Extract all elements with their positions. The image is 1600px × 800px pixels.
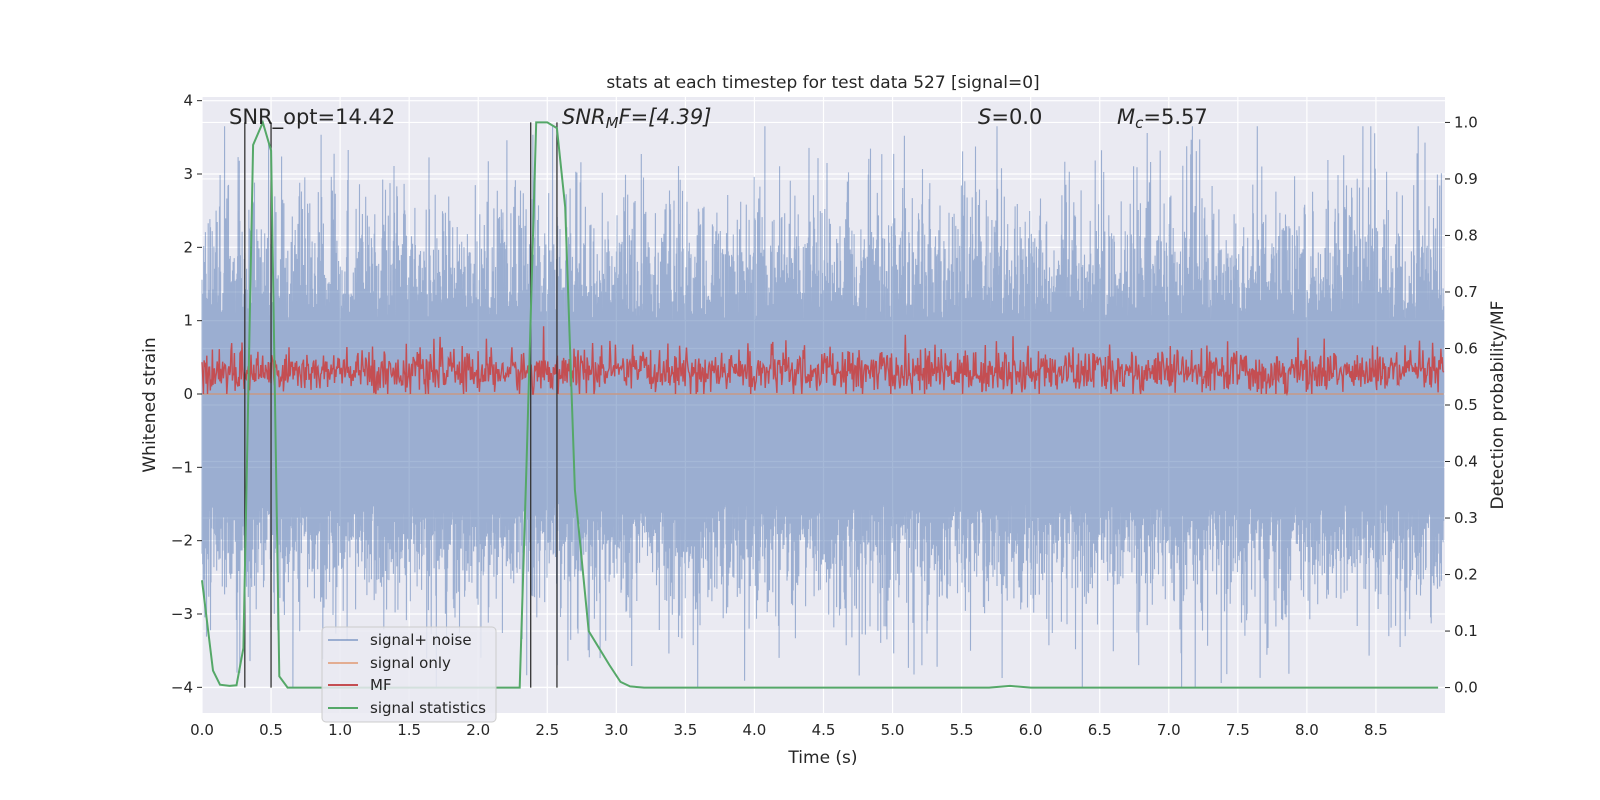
series-signal-statistics xyxy=(201,119,1439,689)
vertical-markers xyxy=(244,122,558,688)
x-tick-label: 6.0 xyxy=(1019,721,1043,739)
y-tick-label: 4 xyxy=(183,92,193,110)
annotation-snr-mf-value: F=[4.39] xyxy=(619,105,712,129)
legend-label-mf: MF xyxy=(370,676,392,694)
legend-box xyxy=(321,626,497,723)
annotation-mc-value: =5.57 xyxy=(1143,105,1207,129)
x-tick-labels: 0.0 0.5 1.0 1.5 2.0 2.5 3.0 3.5 4.0 4.5 5.0 5.5 6.0 6… xyxy=(190,721,1388,739)
legend-label-signal-only: signal only xyxy=(370,654,451,672)
legend: signal+ noise signal only MF signal stat… xyxy=(321,626,497,723)
y-right-tick-label: 1.0 xyxy=(1454,113,1478,131)
x-tick-label: 8.5 xyxy=(1364,721,1388,739)
x-tick-label: 7.5 xyxy=(1226,721,1250,739)
y-right-tick-label: 0.9 xyxy=(1454,170,1478,188)
y-tick-label: 1 xyxy=(183,312,193,330)
series-mf xyxy=(201,326,1445,397)
annotation-s-value: =0.0 xyxy=(991,105,1042,129)
y-right-tick-label: 0.6 xyxy=(1454,339,1478,357)
y-right-tick-label: 0.4 xyxy=(1454,453,1478,471)
x-tick-label: 4.0 xyxy=(743,721,767,739)
y-right-axis-label: Detection probability/MF xyxy=(1488,301,1508,510)
annotation-mc-label: M xyxy=(1117,105,1135,129)
mf-line xyxy=(201,326,1445,397)
x-axis-label: Time (s) xyxy=(787,748,857,768)
y-tick-label: −3 xyxy=(171,605,193,623)
chart-title: stats at each timestep for test data 527… xyxy=(606,73,1039,93)
annotation-snr-mf-sub: M xyxy=(606,114,619,132)
y-right-tick-label: 0.8 xyxy=(1454,226,1478,244)
x-tick-label: 5.5 xyxy=(950,721,974,739)
signal-noise-line xyxy=(201,126,1445,688)
y-tick-label: −4 xyxy=(171,678,193,696)
x-tick-label: 6.5 xyxy=(1088,721,1112,739)
x-tick-label: 0.5 xyxy=(259,721,283,739)
annotation-snr-mf: SNRMF=[4.39] xyxy=(562,105,711,132)
x-tick-label: 3.5 xyxy=(673,721,697,739)
x-tick-label: 5.0 xyxy=(881,721,905,739)
y-right-tick-label: 0.0 xyxy=(1454,679,1478,697)
legend-label-signal-statistics: signal statistics xyxy=(370,699,486,717)
y-tick-label: 3 xyxy=(183,165,193,183)
series-signal-noise xyxy=(201,126,1445,688)
annotation-mc-sub: c xyxy=(1135,114,1144,132)
y-tick-label: −2 xyxy=(171,532,193,550)
x-tick-label: 2.5 xyxy=(535,721,559,739)
y-right-tick-label: 0.7 xyxy=(1454,283,1478,301)
x-tick-label: 0.0 xyxy=(190,721,214,739)
x-tick-label: 8.0 xyxy=(1295,721,1319,739)
annotation-snr-opt: SNR_opt=14.42 xyxy=(229,105,395,130)
annotation-mc: Mc=5.57 xyxy=(1117,105,1208,132)
annotation-s: S=0.0 xyxy=(978,105,1042,129)
annotation-s-label: S xyxy=(978,105,991,129)
x-tick-label: 4.5 xyxy=(812,721,836,739)
x-tick-label: 3.0 xyxy=(604,721,628,739)
y-right-tick-label: 0.5 xyxy=(1454,396,1478,414)
x-tick-label: 1.5 xyxy=(397,721,421,739)
legend-label-signal-noise: signal+ noise xyxy=(370,631,472,649)
annotation-snr-mf-label: SNR xyxy=(562,105,606,129)
y-tick-labels: 4 3 2 1 0 −1 −2 −3 −4 xyxy=(171,92,202,696)
y-tick-label: 2 xyxy=(183,238,193,256)
y-right-tick-label: 0.2 xyxy=(1454,566,1478,584)
x-tick-label: 2.0 xyxy=(466,721,490,739)
x-tick-label: 7.0 xyxy=(1157,721,1181,739)
y-right-tick-label: 0.1 xyxy=(1454,622,1478,640)
y-tick-label: 0 xyxy=(183,385,193,403)
x-tick-label: 1.0 xyxy=(328,721,352,739)
y-right-tick-label: 0.3 xyxy=(1454,509,1478,527)
y-tick-label: −1 xyxy=(171,458,193,476)
y-axis-label: Whitened strain xyxy=(140,337,160,472)
y-right-tick-labels: 1.0 0.9 0.8 0.7 0.6 0.5 0.4 0.3 0.2 0.1 0.0 xyxy=(1445,113,1478,697)
